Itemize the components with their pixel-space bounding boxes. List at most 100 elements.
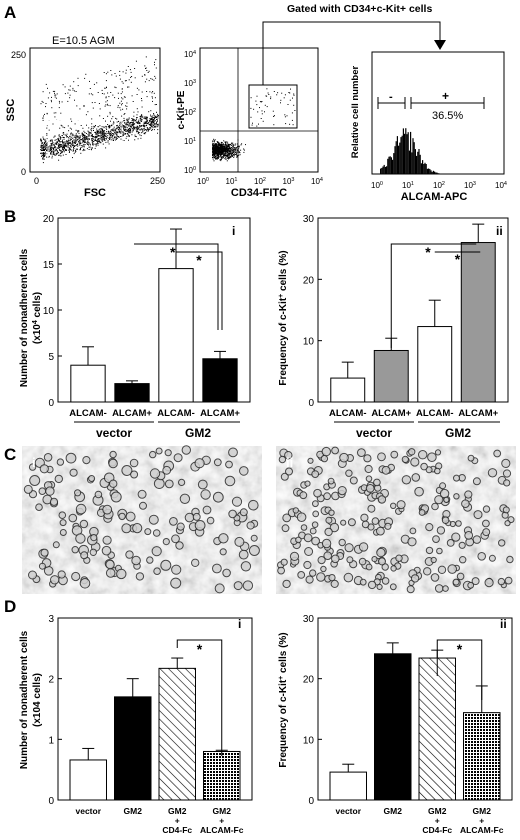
scatter-dot	[143, 121, 145, 123]
scatter-dot	[97, 141, 99, 143]
scatter-dot	[144, 74, 146, 76]
scatter-dot	[151, 78, 153, 80]
scatter-dot	[44, 153, 46, 155]
scatter-dot	[74, 99, 75, 101]
scatter-dot	[137, 129, 138, 131]
bar	[330, 377, 366, 403]
scatter-dot	[87, 138, 89, 140]
cell	[456, 572, 465, 581]
cell	[50, 575, 60, 585]
scatter-dot	[71, 138, 72, 140]
scatter-dot	[73, 149, 75, 151]
scatter-dot	[151, 130, 153, 131]
scatter-dot	[61, 151, 63, 153]
scatter-dot	[140, 118, 142, 120]
scatter-dot	[125, 69, 127, 71]
scatter-dot	[143, 129, 145, 131]
scatter-dot	[72, 89, 74, 91]
scatter-dot	[109, 139, 110, 140]
cell	[212, 563, 222, 574]
scatter-dot	[110, 130, 112, 132]
scatter-dot	[120, 125, 122, 127]
scatter-dot	[59, 102, 60, 104]
scatter-dot	[124, 133, 126, 134]
scatter-dot	[40, 139, 42, 141]
histogram-bar	[396, 136, 398, 174]
scatter-dot	[103, 134, 105, 136]
scatter-dot	[83, 140, 85, 142]
scatter-dot	[129, 127, 131, 129]
scatter-dot	[51, 96, 52, 98]
scatter-dot	[120, 131, 122, 133]
significance-bracket	[134, 243, 219, 330]
scatter-dot	[153, 124, 155, 126]
histogram-bar	[381, 167, 383, 174]
scatter-dot	[126, 119, 128, 121]
y-log-tick: 104	[184, 50, 196, 59]
cell	[295, 536, 302, 544]
scatter-dot	[47, 97, 49, 99]
scatter-dot	[112, 130, 114, 132]
cell	[349, 476, 358, 485]
scatter-dot	[96, 132, 98, 134]
scatter2-dot	[227, 141, 229, 143]
scatter2-dot	[225, 157, 227, 159]
scatter-dot	[105, 97, 107, 99]
x-log-tick: 104	[311, 177, 323, 186]
scatter-dot	[122, 135, 124, 137]
cell	[130, 470, 139, 479]
scatter-dot	[45, 145, 47, 146]
scatter-dot	[148, 120, 150, 122]
scatter-dot	[69, 147, 71, 149]
cell	[363, 454, 372, 463]
scatter-dot	[101, 132, 103, 134]
y-log-tick: 102	[184, 108, 196, 117]
histogram-bar	[407, 132, 409, 174]
scatter2-dot	[224, 144, 226, 146]
cell	[482, 528, 491, 537]
scatter-dot	[131, 124, 133, 126]
scatter-dot	[54, 135, 56, 137]
scatter-dot	[106, 128, 108, 130]
scatter2-dot	[230, 150, 232, 152]
micrograph-i: i	[22, 445, 262, 594]
bar	[158, 268, 194, 403]
scatter2-dot	[217, 157, 219, 159]
scatter-dot	[144, 117, 146, 119]
histogram-bar	[429, 169, 431, 174]
x-log-tick: 100	[197, 177, 209, 186]
scatter-dot	[140, 115, 142, 117]
scatter-dot	[93, 126, 95, 128]
cell	[300, 524, 308, 531]
scatter2-dot	[217, 153, 219, 155]
cell	[79, 578, 91, 589]
scatter-dot	[83, 139, 85, 141]
scatter-dot	[94, 136, 96, 138]
scatter2-dot	[215, 150, 217, 152]
cell	[28, 570, 37, 580]
scatter2-dot	[224, 146, 226, 148]
scatter-dot	[152, 127, 154, 129]
scatter-dot	[80, 149, 81, 151]
scatter-dot	[54, 147, 56, 149]
scatter-dot	[121, 103, 123, 105]
significance-star: *	[455, 251, 461, 267]
scatter2-dot	[226, 155, 228, 157]
scatter-dot	[135, 121, 137, 123]
scatter-dot	[136, 117, 138, 119]
significance-star: *	[196, 252, 202, 268]
cell	[493, 449, 502, 458]
scatter-dot	[72, 137, 74, 139]
scatter-dot	[84, 77, 86, 79]
scatter-dot	[129, 69, 131, 71]
scatter-dot	[55, 143, 57, 145]
scatter-dot	[125, 126, 127, 128]
scatter-dot	[153, 121, 155, 123]
scatter2-dot	[292, 124, 294, 126]
scatter-dot	[74, 142, 76, 143]
scatter-dot	[137, 131, 139, 133]
scatter-dot	[102, 130, 104, 132]
scatter-dot	[54, 94, 56, 96]
cell	[82, 456, 91, 465]
scatter-dot	[134, 134, 136, 136]
